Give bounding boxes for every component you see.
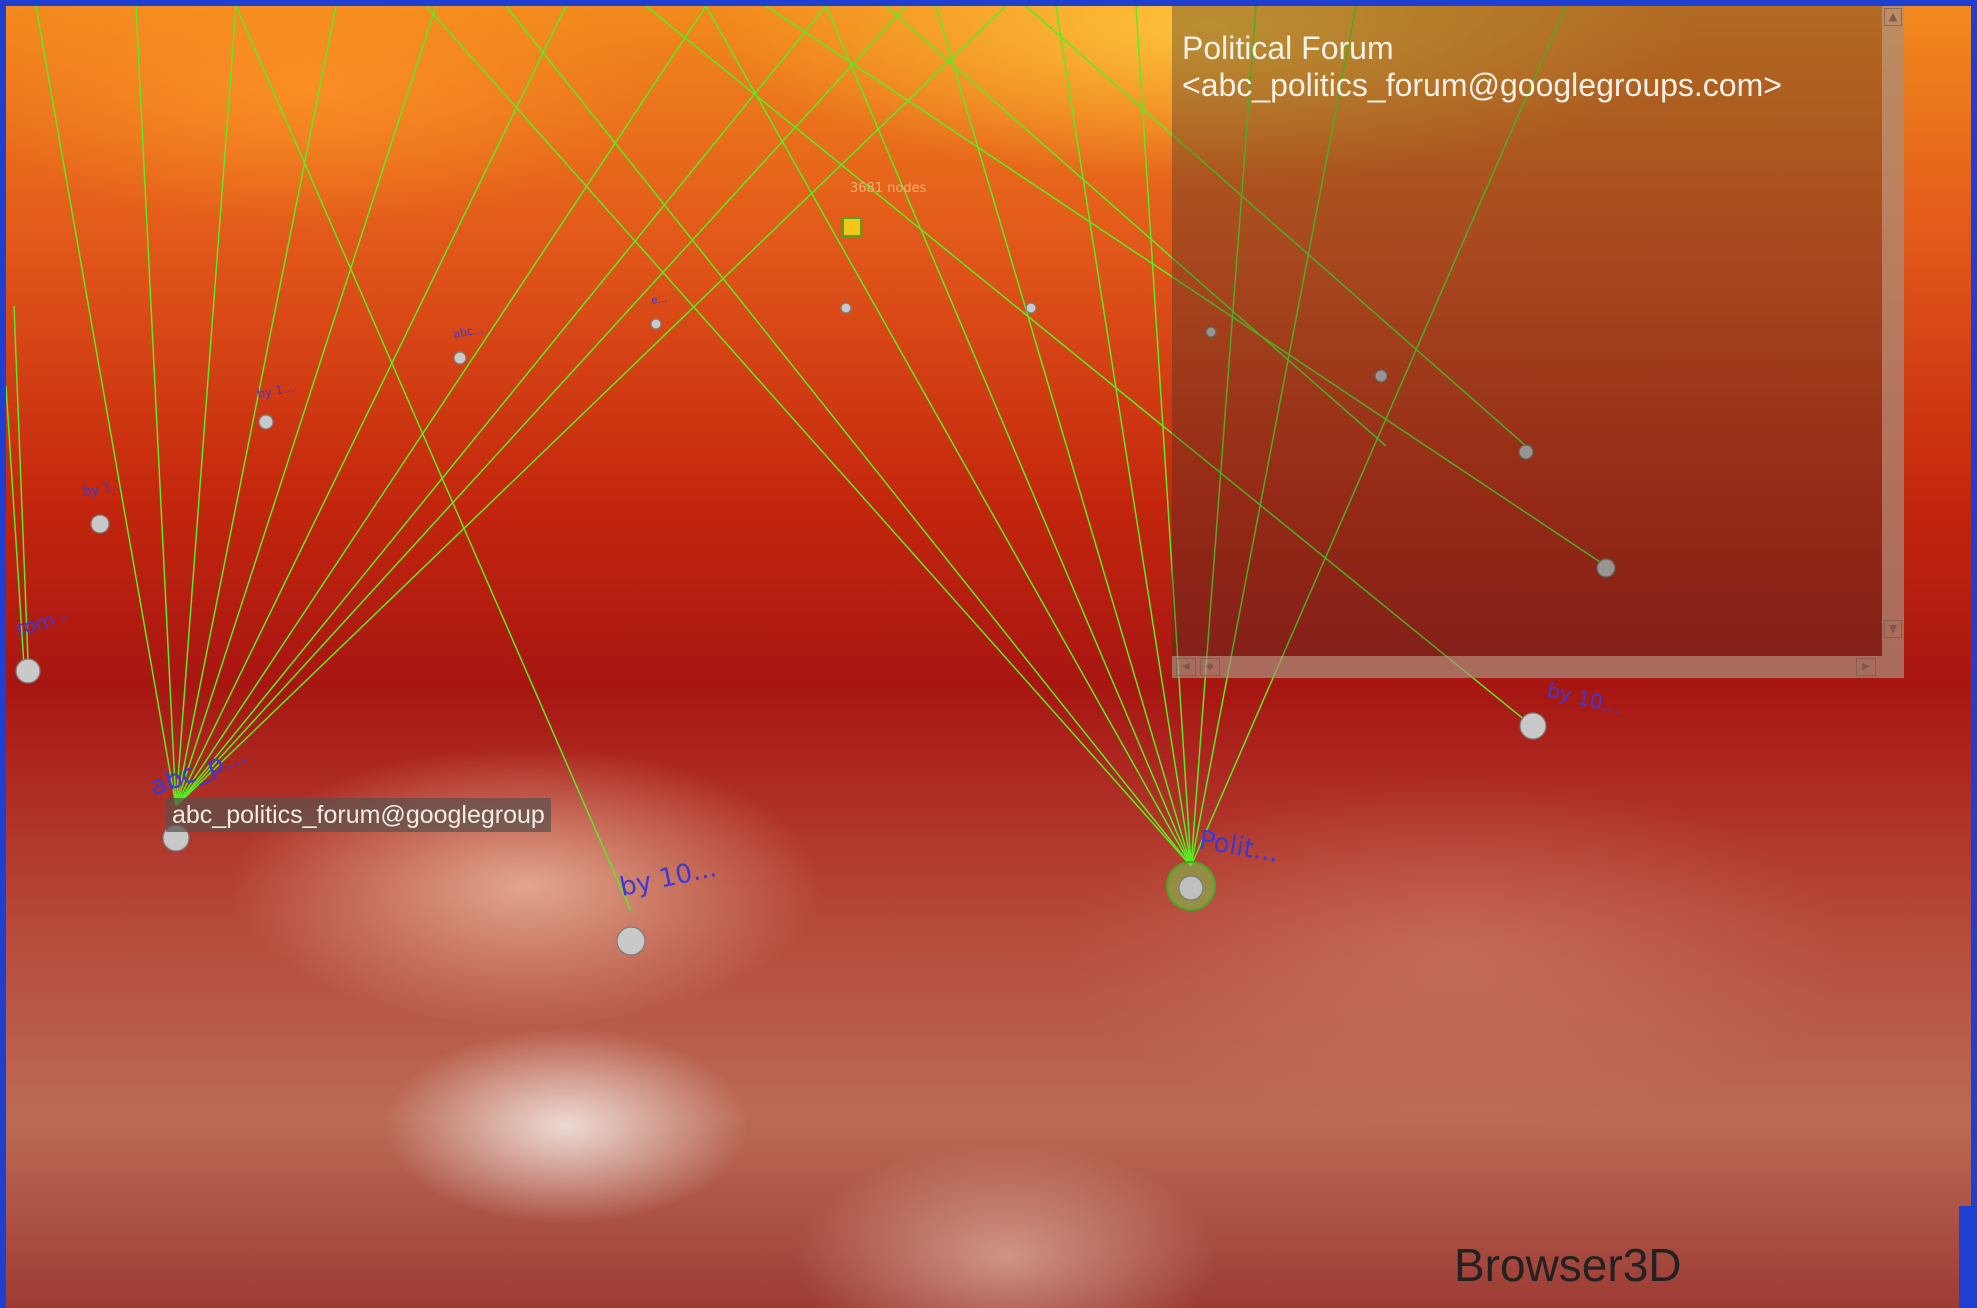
edge-line-extra-1 — [645, 6, 1527, 722]
graph-view[interactable]: abc_p... Polit... by 10... by 10... rom - by … — [6, 6, 1977, 1308]
node-right-hub — [1178, 875, 1204, 901]
scroll-left-icon[interactable]: ◀ — [1176, 658, 1196, 676]
edge-line-right-9 — [1190, 6, 1567, 867]
panel-vertical-scrollbar[interactable]: ▲ ▼ — [1882, 6, 1904, 656]
edge-line-right-6 — [1135, 6, 1192, 867]
label-left-hub: abc_p... — [146, 740, 251, 803]
edge-line-right-1 — [505, 6, 1192, 867]
edge-line-extra-6 — [6, 385, 25, 667]
node-small-9 — [1518, 444, 1534, 460]
center-node-icon — [842, 217, 862, 237]
edge-line-left-4 — [175, 6, 437, 807]
node-tooltip: abc_politics_forum@googlegroup — [166, 798, 551, 832]
edge-line-right-2 — [705, 6, 1192, 867]
node-small-6 — [1025, 302, 1037, 314]
edge-line-right-0 — [425, 6, 1192, 867]
edge-line-left-7 — [175, 6, 827, 807]
label-by-node-a: by 10... — [617, 853, 719, 903]
edge-line-left-1 — [135, 6, 177, 807]
label-small-1: by 1... — [82, 478, 125, 500]
scroll-up-icon[interactable]: ▲ — [1884, 8, 1902, 26]
window-edge — [1959, 1206, 1971, 1308]
edge-line-left-0 — [35, 6, 177, 807]
scroll-down-icon[interactable]: ▼ — [1884, 620, 1902, 638]
center-label: 3681 nodes — [850, 181, 927, 196]
edge-line-extra-5 — [13, 305, 29, 662]
resize-grip-icon[interactable] — [1882, 656, 1904, 678]
panel-horizontal-scrollbar[interactable]: ◀ ◆ ▶ — [1172, 656, 1882, 678]
node-small-5 — [840, 302, 852, 314]
node-small-2 — [258, 414, 274, 430]
info-panel[interactable]: Political Forum <abc_politics_forum@googl… — [1172, 6, 1904, 678]
edge-line-left-3 — [175, 6, 337, 807]
panel-title-line2: <abc_politics_forum@googlegroups.com> — [1182, 67, 1782, 103]
node-by-a — [616, 926, 646, 956]
panel-title-line1: Political Forum — [1182, 30, 1394, 66]
label-by-node-b: by 10... — [1545, 678, 1624, 720]
label-small-3: abc... — [452, 323, 484, 341]
edge-line-extra-2 — [765, 6, 1607, 567]
edge-line-left-9 — [175, 6, 1007, 807]
edge-line-right-3 — [825, 6, 1192, 867]
edge-line-left-2 — [175, 6, 237, 807]
label-small-2: by 1... — [256, 381, 295, 401]
edge-line-left-6 — [175, 6, 707, 807]
node-small-4 — [650, 318, 662, 330]
node-small-7 — [1205, 326, 1217, 338]
edge-line-right-4 — [935, 6, 1192, 867]
edge-line-right-7 — [1190, 6, 1257, 867]
label-left-edge: rom - — [13, 604, 70, 641]
node-small-8 — [1374, 369, 1388, 383]
node-small-3 — [453, 351, 467, 365]
edge-line-extra-3 — [885, 6, 1387, 447]
label-right-hub: Polit... — [1197, 825, 1281, 868]
edge-line-extra-4 — [1025, 6, 1527, 447]
edge-line-left-5 — [175, 6, 567, 807]
scroll-thumb-icon[interactable]: ◆ — [1200, 658, 1220, 676]
node-small-1 — [90, 514, 110, 534]
node-by-b — [1519, 712, 1547, 740]
node-small-10 — [1596, 558, 1616, 578]
edge-line-right-8 — [1190, 6, 1357, 867]
scroll-right-icon[interactable]: ▶ — [1856, 658, 1876, 676]
node-left-edge — [15, 658, 41, 684]
edge-line-extra-0 — [235, 6, 632, 912]
app-brand: Browser3D — [1454, 1239, 1682, 1291]
label-small-4: e... — [651, 293, 668, 307]
edge-line-right-5 — [1055, 6, 1192, 867]
edge-line-left-8 — [175, 6, 907, 807]
panel-title: Political Forum <abc_politics_forum@googl… — [1182, 30, 1782, 104]
